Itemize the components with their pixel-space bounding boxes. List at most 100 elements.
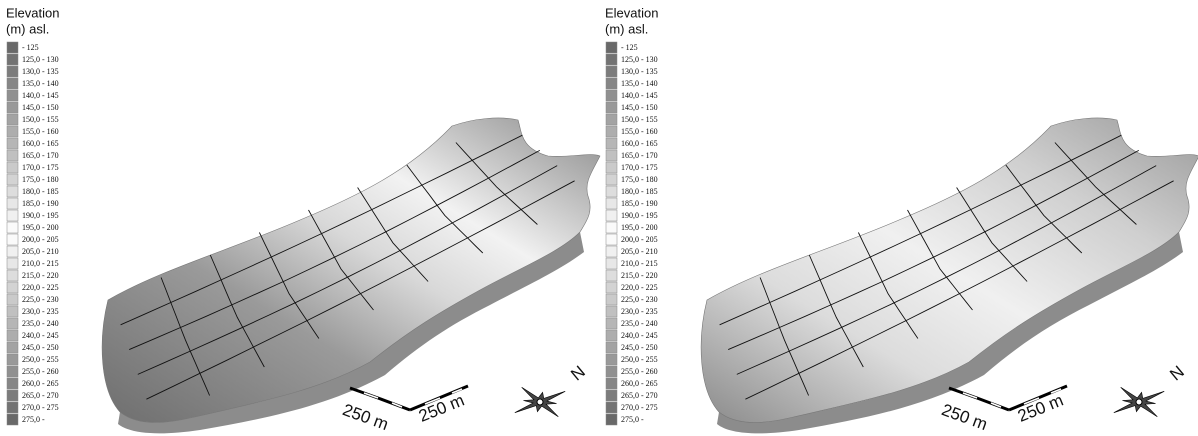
- legend-swatch: [7, 174, 18, 185]
- legend-swatch: [606, 54, 617, 65]
- legend-swatch: [606, 390, 617, 401]
- page: {"panels": [ {"legend": {"title_lines": …: [0, 0, 1198, 436]
- legend-swatch: [7, 102, 18, 113]
- legend-label: 170,0 - 175: [22, 163, 59, 172]
- legend-label: 235,0 - 240: [22, 319, 59, 328]
- legend-label: 260,0 - 265: [22, 379, 59, 388]
- compass-center: [537, 399, 543, 405]
- legend-swatch: [7, 186, 18, 197]
- scale-label: 250 m: [340, 400, 391, 434]
- legend-label: 255,0 - 260: [22, 367, 59, 376]
- legend-label: 185,0 - 190: [22, 199, 59, 208]
- legend-swatch: [606, 330, 617, 341]
- legend-label: 205,0 - 210: [22, 247, 59, 256]
- compass-north: N: [1166, 362, 1188, 384]
- legend-swatch: [606, 66, 617, 77]
- legend-swatch: [606, 366, 617, 377]
- legend-swatch: [7, 54, 18, 65]
- legend-swatch: [606, 114, 617, 125]
- legend-label: 195,0 - 200: [621, 223, 658, 232]
- compass-north: N: [567, 362, 589, 384]
- compass-center: [1136, 399, 1142, 405]
- legend-label: 275,0 -: [22, 415, 45, 424]
- legend-swatch: [606, 294, 617, 305]
- legend-swatch: [7, 354, 18, 365]
- legend-label: 180,0 - 185: [621, 187, 658, 196]
- legend-label: 145,0 - 150: [621, 103, 658, 112]
- legend-swatch: [606, 90, 617, 101]
- legend-label: 205,0 - 210: [621, 247, 658, 256]
- legend-label: 250,0 - 255: [22, 355, 59, 364]
- legend-label: 265,0 - 270: [22, 391, 59, 400]
- legend-swatch: [606, 210, 617, 221]
- legend-label: 190,0 - 195: [22, 211, 59, 220]
- legend-label: 135,0 - 140: [22, 79, 59, 88]
- legend-label: 180,0 - 185: [22, 187, 59, 196]
- legend-label: 245,0 - 250: [22, 343, 59, 352]
- legend-label: 150,0 - 155: [22, 115, 59, 124]
- legend-label: 155,0 - 160: [22, 127, 59, 136]
- legend-swatch: [7, 126, 18, 137]
- legend-label: 270,0 - 275: [621, 403, 658, 412]
- legend-label: 145,0 - 150: [22, 103, 59, 112]
- legend-swatch: [7, 330, 18, 341]
- legend-label: 165,0 - 170: [621, 151, 658, 160]
- legend-swatch: [7, 66, 18, 77]
- legend-swatch: [606, 126, 617, 137]
- legend-label: 160,0 - 165: [22, 139, 59, 148]
- panel: Elevation(m) asl.- 125125,0 - 130130,0 -…: [605, 5, 1198, 434]
- legend-swatch: [7, 78, 18, 89]
- legend-swatch: [7, 222, 18, 233]
- legend-label: 265,0 - 270: [621, 391, 658, 400]
- legend-label: 175,0 - 180: [621, 175, 658, 184]
- legend-swatch: [606, 162, 617, 173]
- legend-swatch: [606, 258, 617, 269]
- legend-swatch: [7, 234, 18, 245]
- legend-swatch: [606, 186, 617, 197]
- legend-swatch: [606, 414, 617, 425]
- legend-swatch: [606, 138, 617, 149]
- legend-swatch: [606, 42, 617, 53]
- legend-swatch: [606, 78, 617, 89]
- legend-label: 200,0 - 205: [621, 235, 658, 244]
- scale-label: 250 m: [939, 400, 990, 434]
- legend-label: 260,0 - 265: [621, 379, 658, 388]
- legend-swatch: [606, 354, 617, 365]
- legend-label: 140,0 - 145: [621, 91, 658, 100]
- legend-label: 125,0 - 130: [621, 55, 658, 64]
- legend-label: - 125: [22, 43, 39, 52]
- legend-label: 240,0 - 245: [22, 331, 59, 340]
- legend-swatch: [7, 246, 18, 257]
- legend-label: 125,0 - 130: [22, 55, 59, 64]
- legend-label: 130,0 - 135: [22, 67, 59, 76]
- legend-label: 190,0 - 195: [621, 211, 658, 220]
- legend-label: 210,0 - 215: [621, 259, 658, 268]
- legend-label: 270,0 - 275: [22, 403, 59, 412]
- legend-swatch: [7, 414, 18, 425]
- legend-swatch: [7, 294, 18, 305]
- legend-label: 175,0 - 180: [22, 175, 59, 184]
- legend-label: 255,0 - 260: [621, 367, 658, 376]
- legend-label: 165,0 - 170: [22, 151, 59, 160]
- legend-label: 230,0 - 235: [621, 307, 658, 316]
- legend-swatch: [7, 114, 18, 125]
- legend-label: 220,0 - 225: [621, 283, 658, 292]
- legend-swatch: [7, 258, 18, 269]
- legend-swatch: [7, 150, 18, 161]
- legend-swatch: [606, 342, 617, 353]
- legend-label: 170,0 - 175: [621, 163, 658, 172]
- figure: Elevation(m) asl.- 125125,0 - 130130,0 -…: [0, 0, 1198, 436]
- legend-label: 220,0 - 225: [22, 283, 59, 292]
- legend-swatch: [7, 138, 18, 149]
- legend-swatch: [7, 210, 18, 221]
- legend-label: - 125: [621, 43, 638, 52]
- legend-label: 200,0 - 205: [22, 235, 59, 244]
- legend-label: 150,0 - 155: [621, 115, 658, 124]
- legend-label: 155,0 - 160: [621, 127, 658, 136]
- legend-swatch: [7, 198, 18, 209]
- legend-label: 250,0 - 255: [621, 355, 658, 364]
- legend-swatch: [7, 162, 18, 173]
- legend-title: Elevation: [6, 5, 59, 20]
- legend-label: 240,0 - 245: [621, 331, 658, 340]
